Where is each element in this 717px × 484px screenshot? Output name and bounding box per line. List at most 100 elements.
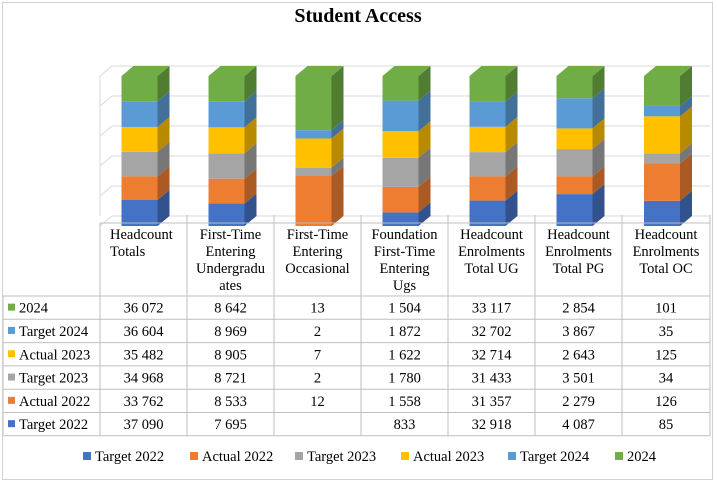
data-label: 3 867 — [562, 324, 595, 340]
data-label: 8 905 — [214, 347, 247, 363]
series-row-label: Target 2023 — [19, 371, 88, 387]
data-label: 33 762 — [124, 394, 164, 410]
category-label: First-Time Entering Undergradu ates — [196, 227, 265, 294]
data-label: 7 — [314, 347, 321, 363]
legend-item: Actual 2022 — [190, 449, 273, 465]
bar-top-face — [469, 66, 518, 76]
legend-item: Actual 2023 — [401, 449, 484, 465]
series-row-label: Actual 2022 — [19, 394, 90, 410]
bar-segment — [644, 143, 692, 164]
bar-segment — [644, 95, 692, 117]
bar-segment — [295, 120, 344, 139]
bar-segment — [556, 66, 605, 99]
bar-segment — [556, 166, 605, 195]
bar-segment — [469, 166, 518, 201]
data-label: 101 — [655, 301, 677, 317]
bar-segment — [208, 117, 257, 154]
data-label: 34 968 — [124, 371, 164, 387]
legend-swatch — [401, 452, 409, 460]
series-key — [8, 396, 15, 404]
bar-segment — [295, 166, 344, 226]
bar-segment — [208, 143, 257, 179]
category-label: First-Time Entering Occasional — [285, 227, 349, 277]
bar-segment — [644, 66, 692, 106]
data-label: 125 — [655, 347, 677, 363]
bar-segment — [121, 166, 170, 200]
series-row-label: Actual 2023 — [19, 347, 90, 363]
data-label: 35 482 — [124, 347, 164, 363]
bar-segment — [121, 116, 170, 152]
legend-item: Target 2024 — [508, 449, 590, 465]
data-label: 34 — [659, 371, 674, 387]
bar-segment — [208, 66, 257, 102]
chart-frame: Student Access Headcount Totals First-Time… — [2, 2, 713, 480]
data-label: 8 642 — [214, 301, 247, 317]
category-label: Headcount Enrolments Total OC — [633, 227, 700, 277]
series-key — [8, 326, 15, 334]
legend-label: Target 2024 — [520, 449, 590, 465]
chart-title: Student Access — [294, 5, 421, 27]
legend-swatch — [190, 452, 198, 460]
bar-segment — [295, 128, 344, 168]
data-label: 1 872 — [388, 324, 421, 340]
bar-segment — [469, 190, 518, 226]
data-label: 31 433 — [472, 371, 512, 387]
data-label: 36 072 — [124, 301, 164, 317]
bar-segment — [382, 90, 431, 132]
bar-segment — [469, 66, 518, 102]
data-label: 2 643 — [562, 347, 595, 363]
data-label: 33 117 — [472, 301, 511, 317]
series-row-label: Target 2022 — [19, 417, 88, 433]
bar-segment — [208, 168, 257, 204]
legend-swatch — [295, 452, 303, 460]
bar-top-face — [121, 66, 170, 76]
bar-top-face — [644, 66, 692, 76]
bar-segment — [121, 189, 170, 226]
bar-segment — [121, 66, 170, 102]
category-label: Headcount Enrolments Total UG — [458, 227, 525, 277]
data-label: 8 533 — [214, 394, 247, 410]
data-label: 12 — [310, 394, 325, 410]
bar-top-face — [556, 66, 605, 76]
series-key — [8, 303, 15, 311]
legend-label: Actual 2023 — [413, 449, 484, 465]
bar-segment — [121, 141, 170, 177]
data-label: 2 279 — [562, 394, 595, 410]
data-label: 126 — [655, 394, 677, 410]
data-label: 37 090 — [124, 417, 164, 433]
legend-label: Target 2022 — [95, 449, 164, 465]
category-label: Headcount Totals — [110, 227, 173, 260]
bar-segment — [382, 66, 431, 101]
data-label: 2 — [314, 371, 321, 387]
bar-top-face — [382, 66, 431, 76]
bar-segment — [208, 193, 257, 226]
bar-segment — [556, 139, 605, 177]
category-label: Foundation First-Time Entering Ugs — [371, 227, 438, 294]
bar-segment — [382, 176, 431, 213]
series-row-label: 2024 — [19, 301, 49, 317]
bar-segment — [644, 190, 692, 226]
bar-top-face — [295, 66, 344, 76]
data-label: 85 — [659, 417, 674, 433]
data-label: 2 — [314, 324, 321, 340]
data-label: 36 604 — [124, 324, 165, 340]
bar-segment — [382, 147, 431, 187]
bar-segment — [469, 142, 518, 177]
bar-segment — [121, 91, 170, 127]
bar-segment — [556, 118, 605, 150]
data-label: 31 357 — [472, 394, 512, 410]
bar-segment — [644, 153, 692, 201]
bar-segment — [295, 66, 344, 131]
data-label: 4 087 — [562, 417, 595, 433]
data-label: 13 — [310, 301, 325, 317]
series-key — [8, 420, 15, 428]
data-label: 32 918 — [472, 417, 512, 433]
data-label: 2 854 — [562, 301, 595, 317]
data-label: 1 504 — [388, 301, 421, 317]
series-key — [8, 350, 15, 358]
data-label: 3 501 — [562, 371, 595, 387]
legend-label: 2024 — [627, 449, 657, 465]
data-label: 1 780 — [388, 371, 421, 387]
bar-top-face — [208, 66, 257, 76]
legend-label: Target 2023 — [307, 449, 376, 465]
